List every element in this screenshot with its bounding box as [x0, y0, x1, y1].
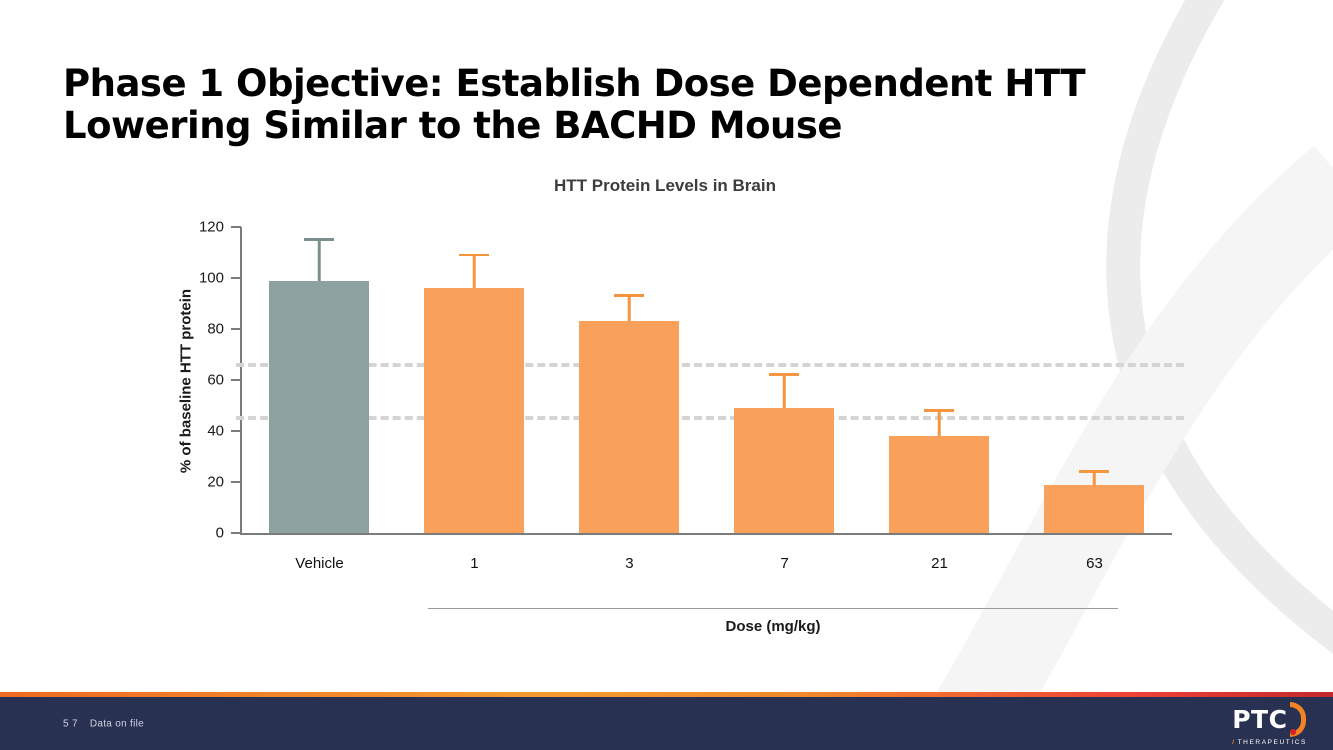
ptc-logo: PTC / THERAPEUTICS — [1232, 701, 1307, 746]
bar-slot: Vehicle — [242, 227, 397, 572]
bar-3 — [579, 321, 680, 533]
slide-title: Phase 1 Objective: Establish Dose Depend… — [63, 61, 1213, 147]
bar-63 — [1044, 484, 1145, 533]
ptc-logo-swoosh-icon — [1290, 701, 1307, 737]
bar-vehicle — [269, 280, 370, 533]
error-bar-line — [473, 255, 476, 289]
ptc-logo-slash-icon: / — [1232, 738, 1236, 746]
y-tick-label: 100 — [198, 269, 224, 287]
x-tick-label: Vehicle — [295, 555, 344, 572]
y-tick-mark — [231, 328, 241, 331]
footer-text: 5 7 Data on file — [63, 718, 144, 729]
y-tick-mark — [231, 277, 241, 279]
error-bar-line — [783, 374, 786, 409]
chart-title: HTT Protein Levels in Brain — [554, 176, 776, 195]
y-tick-mark — [231, 532, 241, 534]
y-tick-mark — [231, 226, 241, 228]
y-tick-label: 0 — [215, 524, 224, 542]
reference-dashed-line — [236, 362, 1184, 367]
page-number: 5 7 — [63, 718, 78, 729]
x-tick-label: 3 — [625, 555, 634, 572]
x-tick-label: 21 — [931, 555, 948, 572]
dose-axis: Dose (mg/kg) — [428, 608, 1118, 635]
bar-7 — [734, 408, 835, 533]
y-tick-label: 20 — [207, 473, 224, 491]
error-bar-cap — [614, 294, 645, 297]
error-bar-cap — [1079, 470, 1110, 473]
dose-axis-line — [428, 608, 1118, 609]
error-bar-cap — [924, 409, 955, 412]
x-axis-label: Dose (mg/kg) — [725, 618, 821, 635]
slide-title-line1: Phase 1 Objective: Establish Dose Depend… — [63, 61, 1086, 105]
error-bar-line — [1093, 471, 1096, 485]
y-tick-mark — [231, 379, 241, 381]
y-tick-label: 40 — [207, 422, 224, 440]
y-tick-label: 80 — [207, 320, 224, 338]
bar-slot: 63 — [1017, 227, 1172, 572]
plot-area: 0 20 40 60 80 100 120 Vehicle 1 3 7 21 63 — [199, 219, 1184, 572]
reference-dashed-line — [236, 416, 1184, 421]
slide-title-line2: Lowering Similar to the BACHD Mouse — [63, 103, 843, 147]
footer-note: Data on file — [89, 718, 144, 729]
bar-slot: 7 — [707, 227, 862, 572]
error-bar-line — [628, 295, 631, 322]
footer-gradient-stripe — [0, 692, 1333, 697]
x-tick-label: 1 — [470, 555, 479, 572]
footer: 5 7 Data on file PTC / THERAPEUTICS — [0, 697, 1333, 750]
bar-slot: 21 — [862, 227, 1017, 572]
x-tick-label: 7 — [780, 555, 789, 572]
x-tick-label: 63 — [1086, 555, 1103, 572]
bar-1 — [424, 288, 525, 533]
ptc-logo-text: PTC — [1232, 704, 1288, 734]
error-bar-cap — [459, 253, 490, 257]
y-tick-mark — [231, 481, 241, 484]
bar-slot: 1 — [397, 227, 552, 572]
error-bar-cap — [769, 373, 800, 376]
error-bar-line — [938, 410, 941, 437]
error-bar-line — [318, 239, 321, 281]
bar-slot: 3 — [552, 227, 707, 572]
ptc-logo-subtext: / THERAPEUTICS — [1232, 738, 1307, 746]
y-tick-label: 120 — [198, 218, 224, 236]
y-tick-mark — [231, 430, 241, 433]
y-tick-label: 60 — [207, 371, 224, 389]
error-bar-cap — [304, 238, 335, 241]
bar-21 — [889, 436, 990, 533]
